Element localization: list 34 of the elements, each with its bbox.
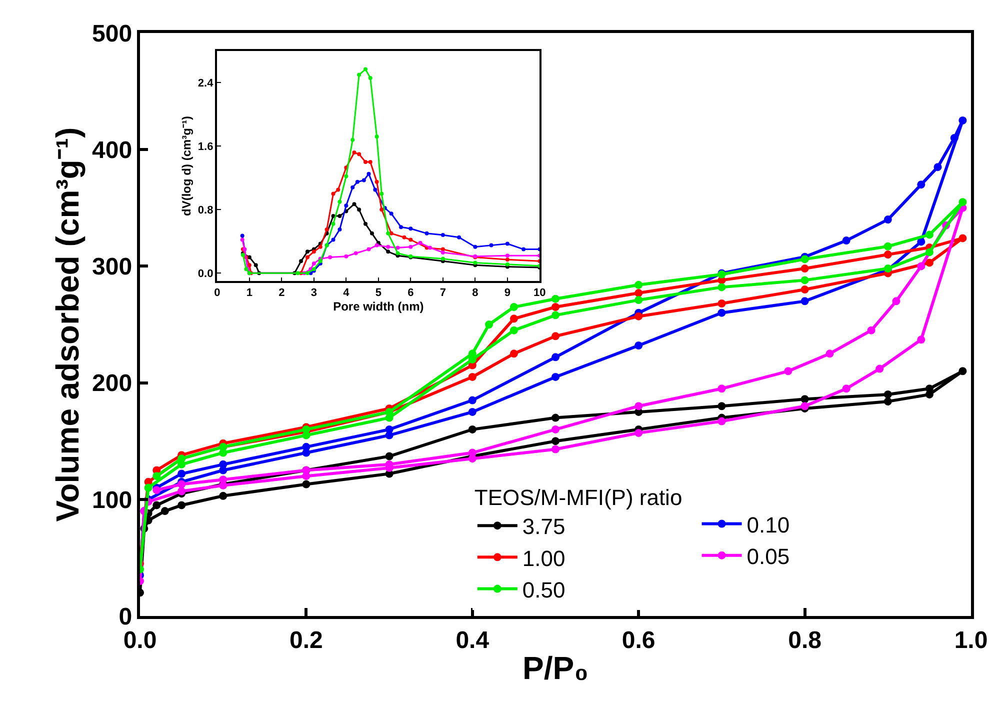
x-tick-label: 10 xyxy=(534,286,546,299)
legend-label: 3.75 xyxy=(522,514,566,540)
x-tick-label: 8 xyxy=(472,286,478,299)
legend-label: 0.50 xyxy=(522,577,566,602)
legend-title: TEOS/M-MFI(P) ratio xyxy=(474,484,682,510)
x-tick-label: 9 xyxy=(504,286,510,299)
y-tick-label: 0.8 xyxy=(198,204,214,216)
legend-label: 0.10 xyxy=(746,512,790,538)
x-tick-label: 1.0 xyxy=(954,626,988,654)
legend-label: 0.05 xyxy=(746,544,790,569)
y-tick-label: 2.4 xyxy=(198,78,214,90)
y-tick-label: 500 xyxy=(92,20,132,48)
y-tick-label: 200 xyxy=(92,370,132,398)
x-tick-label: 7 xyxy=(440,286,446,299)
x-tick-label: 2 xyxy=(278,286,285,299)
x-tick-label: 0.4 xyxy=(456,626,490,654)
y-tick-label: 300 xyxy=(92,254,132,281)
legend-label: 1.00 xyxy=(522,546,566,571)
y-axis-title: Volume adsorbed (cm³g⁻¹) xyxy=(49,127,86,522)
x-tick-label: 0.8 xyxy=(788,626,822,654)
x-tick-label: 3 xyxy=(310,286,317,299)
y-tick-label: 0.0 xyxy=(198,268,214,280)
x-tick-label: 1 xyxy=(246,286,252,299)
x-tick-label: 0.6 xyxy=(622,626,656,654)
x-axis-title: Pore width (nm) xyxy=(333,299,424,314)
y-tick-label: 100 xyxy=(92,486,132,514)
y-axis-title: dV(log d) (cm³g⁻¹) xyxy=(180,116,194,216)
x-axis-title: P/P₀ xyxy=(522,650,588,686)
y-tick-label: 1.6 xyxy=(198,141,214,154)
x-tick-label: 6 xyxy=(408,286,414,299)
x-tick-label: 5 xyxy=(375,286,382,299)
y-tick-label: 400 xyxy=(92,137,132,164)
x-tick-label: 4 xyxy=(343,286,350,299)
x-tick-label: 0.2 xyxy=(290,626,323,654)
